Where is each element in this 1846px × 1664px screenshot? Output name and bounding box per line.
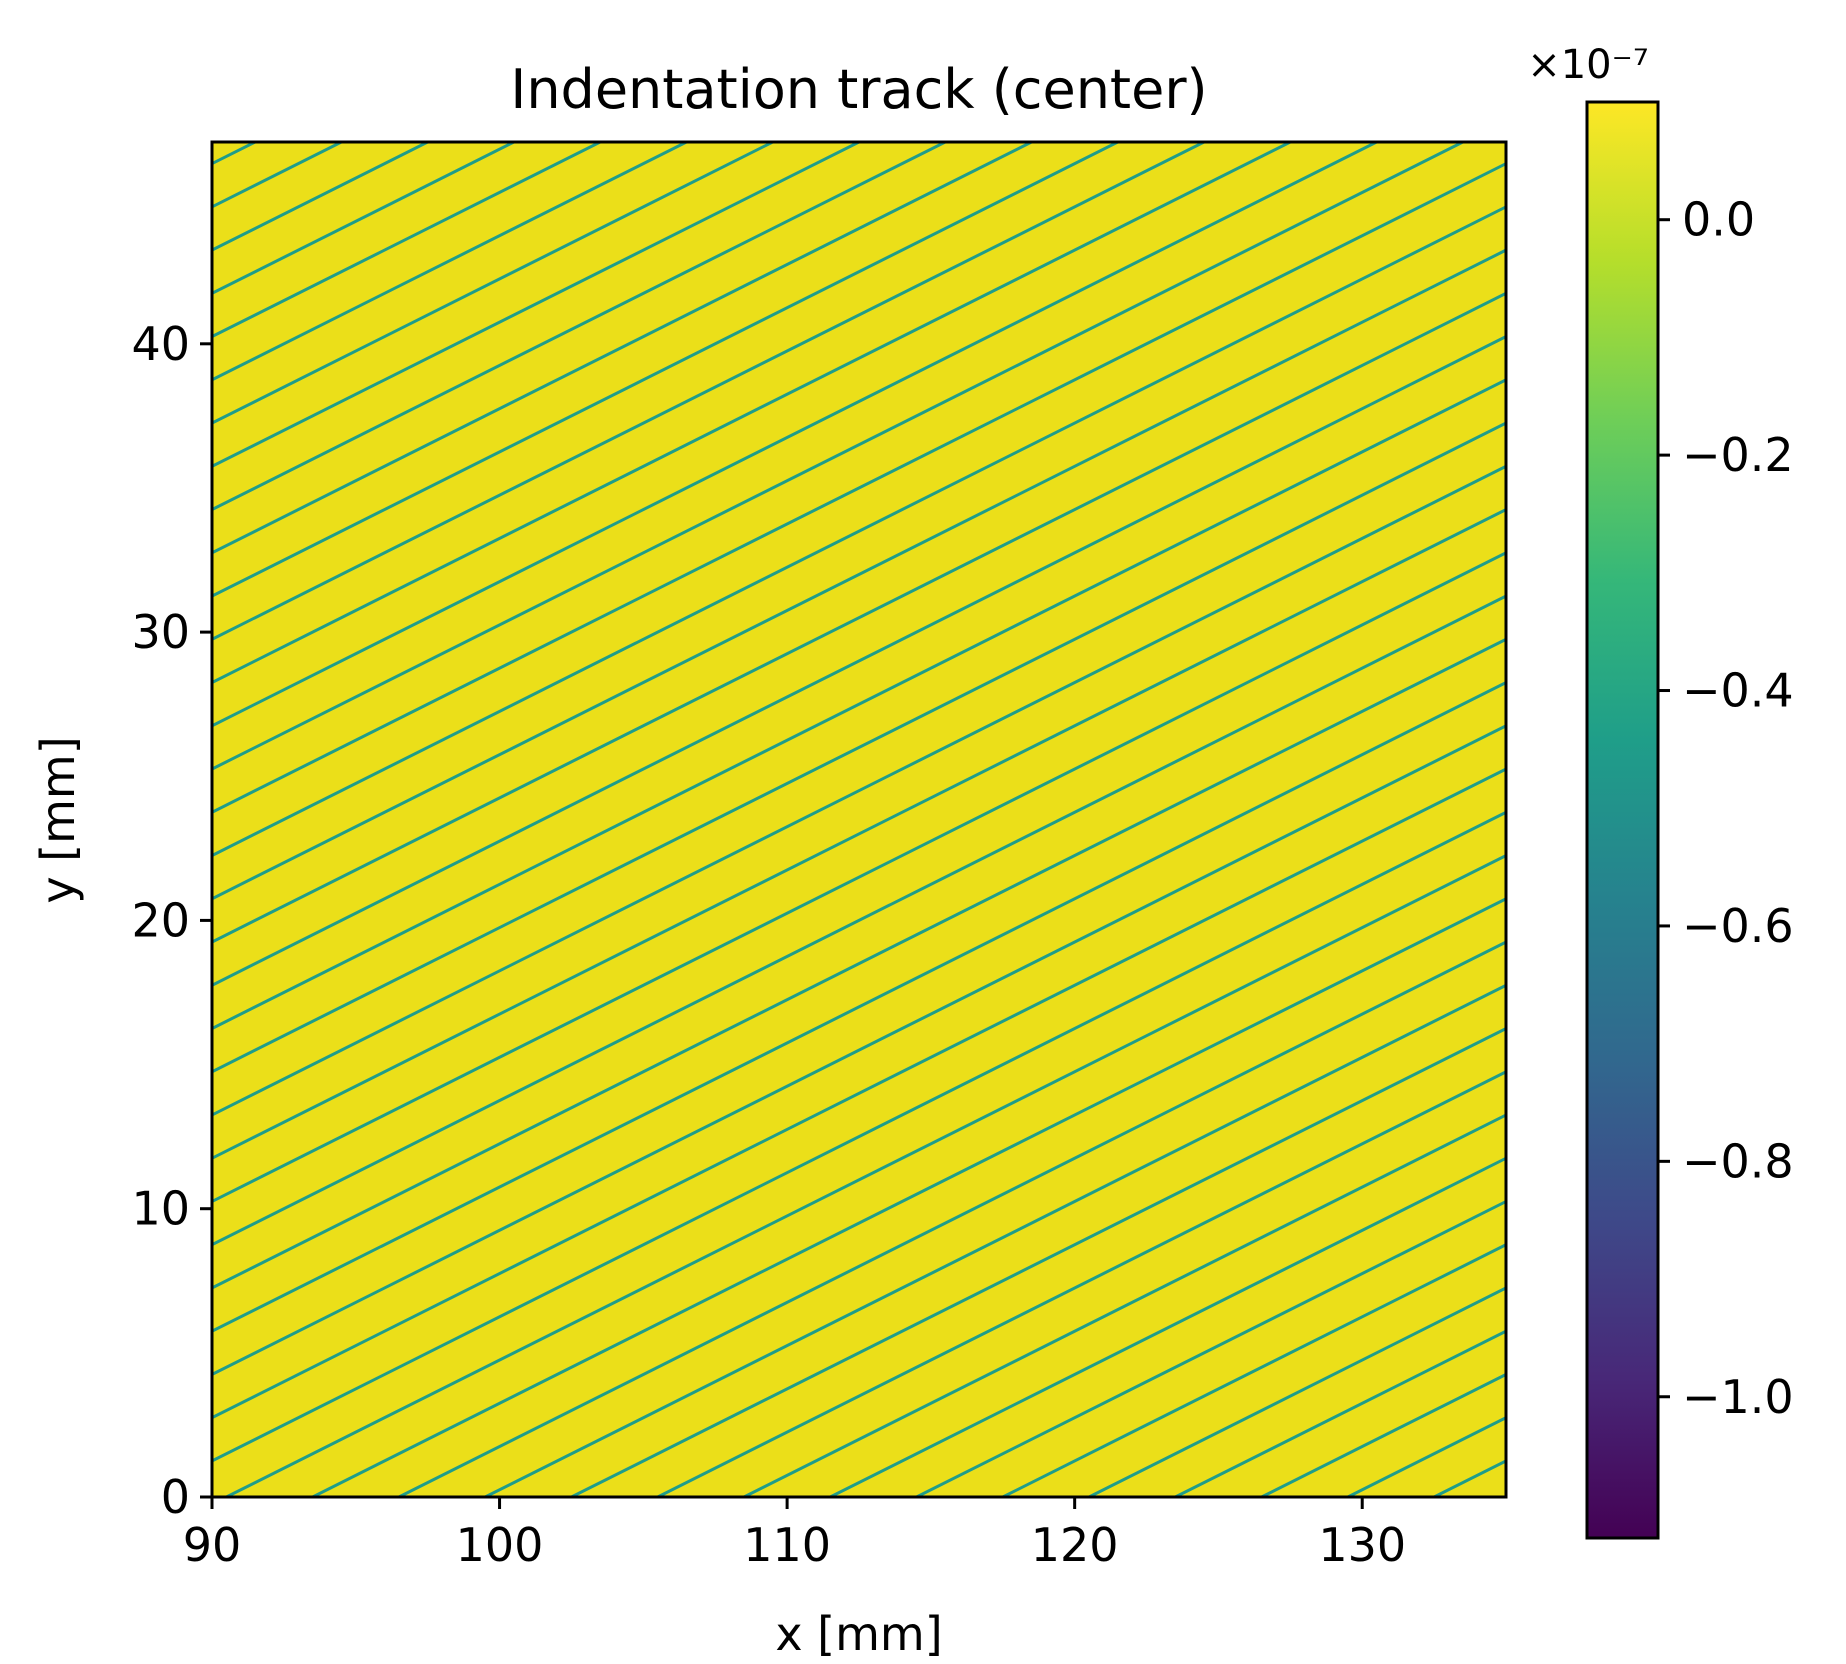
track-line [212, 142, 860, 469]
track-line [212, 142, 1205, 641]
track-line [212, 142, 1033, 555]
track-line [212, 142, 1378, 728]
track-line [212, 161, 1506, 814]
track-line [484, 983, 1506, 1497]
track-line [212, 291, 1506, 944]
track-line [212, 142, 1119, 598]
y-axis-label: y [mm] [31, 736, 85, 903]
track-line [212, 248, 1506, 901]
track-line [212, 142, 946, 512]
track-lines [212, 142, 1846, 1497]
x-axis-label: x [mm] [775, 1607, 942, 1659]
track-line [225, 853, 1506, 1497]
track-line [311, 897, 1506, 1497]
y-tick-label: 10 [131, 1182, 190, 1236]
colorbar: 0.0 −0.2 −0.4 −0.6 −0.8 −1.0 ×10⁻⁷ [1527, 42, 1794, 1540]
x-tick-label: 110 [743, 1518, 831, 1572]
x-tick-label: 90 [183, 1518, 242, 1572]
colorbar-offset-text: ×10⁻⁷ [1527, 42, 1649, 88]
track-line [829, 1156, 1506, 1497]
track-line [743, 1113, 1506, 1497]
track-line [212, 142, 774, 425]
colorbar-ticks: 0.0 −0.2 −0.4 −0.6 −0.8 −1.0 [1658, 193, 1794, 1424]
track-line [212, 810, 1506, 1463]
colorbar-fill [1587, 102, 1658, 1538]
track-line [212, 767, 1506, 1420]
track-line [212, 421, 1506, 1074]
track-line [212, 334, 1506, 987]
track-line [212, 142, 688, 382]
track-line [1002, 1243, 1506, 1497]
y-tick-label: 20 [131, 893, 190, 947]
track-line [212, 724, 1506, 1377]
x-tick-label: 130 [1318, 1518, 1406, 1572]
track-line [212, 464, 1506, 1117]
y-tick-label: 30 [131, 605, 190, 659]
track-line [212, 142, 1292, 685]
track-line [212, 551, 1506, 1204]
x-axis: 90 100 110 120 130 [183, 1497, 1406, 1572]
colorbar-tick-label: −0.6 [1682, 899, 1794, 953]
heatmap-background [212, 142, 1506, 1497]
track-line [570, 1026, 1506, 1497]
colorbar-frame [1585, 100, 1660, 1540]
track-line [212, 680, 1506, 1333]
track-line [657, 1070, 1506, 1497]
track-line [1520, 142, 1846, 1497]
plot-area [210, 140, 1846, 1499]
colorbar-tick-label: −0.2 [1682, 428, 1794, 482]
y-axis: 0 10 20 30 40 [131, 317, 212, 1524]
plot-frame [210, 140, 1508, 1499]
track-line [212, 142, 1464, 771]
track-line [398, 940, 1506, 1497]
colorbar-tick-label: −1.0 [1682, 1370, 1794, 1424]
colorbar-tick-label: 0.0 [1682, 193, 1755, 247]
track-line [915, 1199, 1506, 1497]
track-line [212, 507, 1506, 1160]
x-tick-label: 100 [456, 1518, 544, 1572]
colorbar-tick-label: −0.8 [1682, 1134, 1794, 1188]
track-line [212, 205, 1506, 858]
y-tick-label: 40 [131, 317, 190, 371]
x-tick-label: 120 [1031, 1518, 1119, 1572]
y-tick-label: 0 [161, 1470, 190, 1524]
track-line [212, 594, 1506, 1247]
track-line [212, 637, 1506, 1290]
colorbar-tick-label: −0.4 [1682, 664, 1794, 718]
chart-title: Indentation track (center) [510, 58, 1207, 121]
track-line [212, 378, 1506, 1031]
